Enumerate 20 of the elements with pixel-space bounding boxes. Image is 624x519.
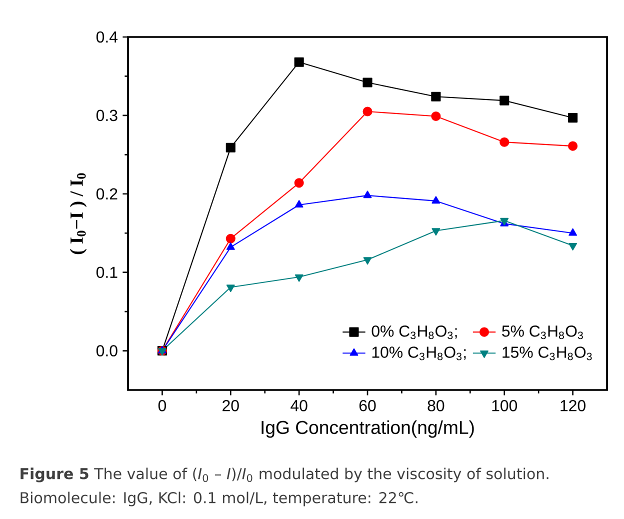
x-tick-label: 100 <box>492 400 518 412</box>
y-tick-label: 0.2 <box>96 188 118 200</box>
legend-label: 15% C$_{3}$H$_{8}$O$_{3}$ <box>502 346 592 360</box>
x-tick-label: 80 <box>428 400 444 412</box>
x-tick-label: 60 <box>359 400 376 412</box>
x-tick-label: 40 <box>290 400 308 412</box>
y-tick-label: 0.4 <box>96 31 118 43</box>
y-tick-label: 0.1 <box>96 266 118 278</box>
x-tick-label: 20 <box>222 400 239 412</box>
x-tick-label: 0 <box>158 400 166 412</box>
text: Figure 5 The value of (I$_{0}$ – I)/I$_{0}$ modulated by the viscosity of solution. <box>20 468 548 482</box>
y-axis-title: ( I$_{0}$−I ) / I$_{0}$ <box>70 173 87 254</box>
legend-label: 0% C$_{3}$H$_{8}$O$_{3}$; <box>372 326 457 340</box>
x-tick-label: 120 <box>560 400 586 412</box>
legend-label: 10% C$_{3}$H$_{8}$O$_{3}$; <box>372 346 466 360</box>
text: Biomolecule: IgG, KCl: 0.1 mol/L, temperature: 22℃. <box>20 492 418 506</box>
y-tick-label: 0.3 <box>96 110 118 122</box>
x-axis-title: IgG Concentration(ng/mL) <box>262 420 474 438</box>
legend-label: 5% C$_{3}$H$_{8}$O$_{3}$ <box>502 326 583 340</box>
y-tick-label: 0.0 <box>96 345 118 356</box>
